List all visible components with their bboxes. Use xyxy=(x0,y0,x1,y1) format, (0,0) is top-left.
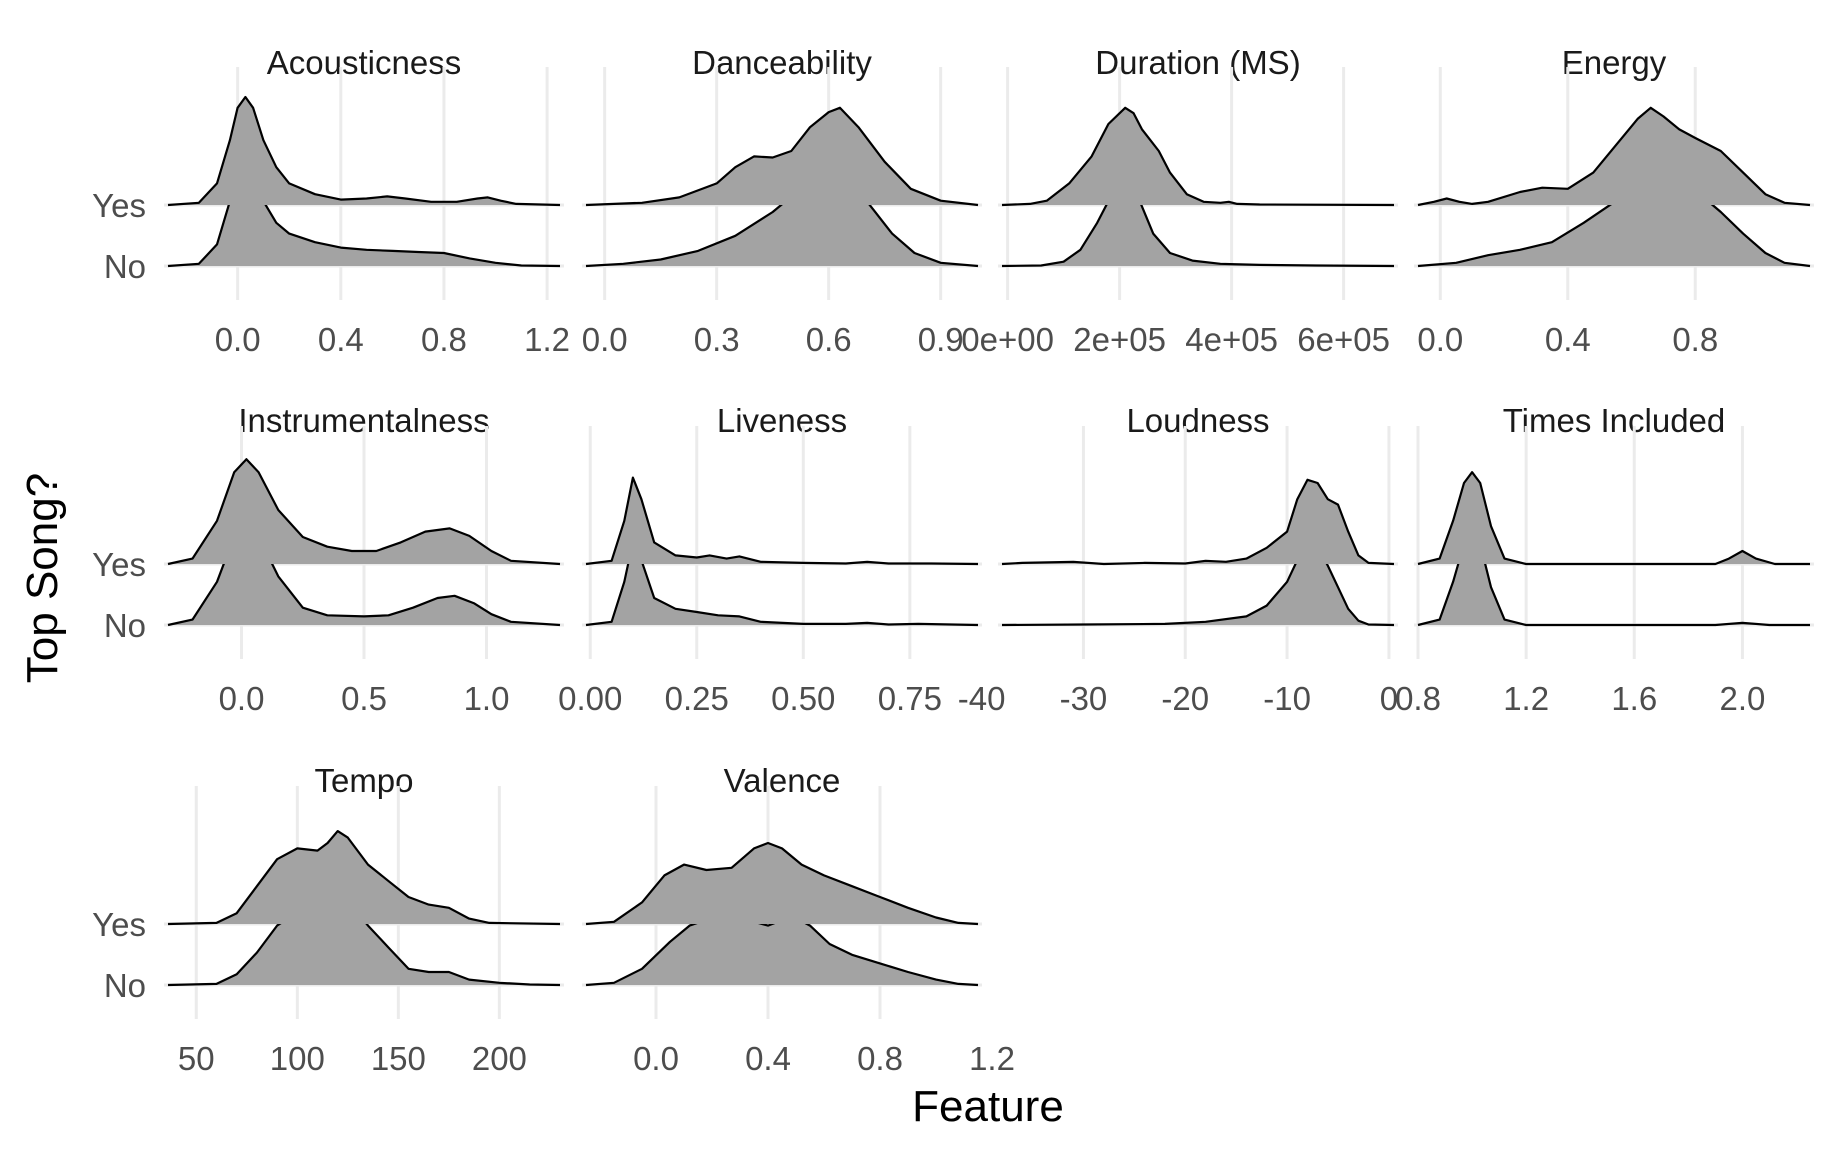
x-tick-label: 0.4 xyxy=(318,321,364,358)
y-tick-label: Yes xyxy=(92,906,146,943)
x-tick-label: 0.75 xyxy=(878,680,942,717)
x-tick-label: 0.0 xyxy=(633,1040,679,1077)
y-tick-label: Yes xyxy=(92,187,146,224)
ridge-area-yes xyxy=(1418,107,1810,205)
x-axis-title: Feature xyxy=(912,1082,1064,1131)
x-tick-label: -40 xyxy=(958,680,1006,717)
x-tick-label: 1.2 xyxy=(524,321,570,358)
facet-panel: Valence 0.0 0.4 0.8 1.2 xyxy=(582,762,1015,1077)
facet-title: Times Included xyxy=(1503,402,1726,439)
x-tick-label: 1.2 xyxy=(969,1040,1015,1077)
x-tick-label: 4e+05 xyxy=(1185,321,1278,358)
y-tick-label: Yes xyxy=(92,546,146,583)
x-tick-label: 0.0 xyxy=(215,321,261,358)
x-tick-label: -10 xyxy=(1263,680,1311,717)
ridge-area-yes xyxy=(1002,107,1394,205)
facet-title: Valence xyxy=(724,762,841,799)
x-tick-label: -30 xyxy=(1060,680,1108,717)
x-tick-label: 0.50 xyxy=(771,680,835,717)
ridge-line-no xyxy=(1417,528,1810,627)
facet-title: Danceability xyxy=(692,44,872,81)
y-tick-label: No xyxy=(104,248,146,285)
ridge-line-yes xyxy=(585,106,979,207)
ridge-area-no xyxy=(1002,177,1394,266)
x-tick-label: 200 xyxy=(472,1040,527,1077)
ridge-area-no xyxy=(168,161,560,266)
x-tick-label: 0e+00 xyxy=(961,321,1054,358)
x-tick-label: 0.0 xyxy=(582,321,628,358)
ridge-line-yes xyxy=(167,95,561,207)
x-tick-label: 0.0 xyxy=(1417,321,1463,358)
ridge-area-yes xyxy=(586,477,978,564)
ridge-area-no xyxy=(1418,186,1810,266)
facet-panel: Loudness -40 -30 -20 -10 0 xyxy=(958,402,1398,717)
ridge-line-yes xyxy=(1417,106,1811,207)
ridge-area-yes xyxy=(1002,479,1394,564)
ridge-area-no xyxy=(1002,547,1394,625)
x-tick-label: 0.25 xyxy=(665,680,729,717)
x-tick-label: 0.8 xyxy=(857,1040,903,1077)
x-tick-label: 0.00 xyxy=(558,680,622,717)
ridge-area-yes xyxy=(168,831,560,924)
ridge-line-yes xyxy=(167,458,561,566)
x-tick-label: 2e+05 xyxy=(1073,321,1166,358)
y-tick-label: No xyxy=(104,607,146,644)
ridge-line-yes xyxy=(585,841,979,926)
ridge-line-yes xyxy=(1417,471,1810,566)
y-tick-label: No xyxy=(104,967,146,1004)
x-tick-label: 6e+05 xyxy=(1297,321,1390,358)
facet-title: Acousticness xyxy=(267,44,461,81)
ridge-area-yes xyxy=(586,107,978,205)
facet-title: Duration (MS) xyxy=(1095,44,1300,81)
x-tick-label: 0.8 xyxy=(1672,321,1718,358)
x-tick-label: 0.5 xyxy=(341,680,387,717)
y-axis-title: Top Song? xyxy=(18,473,67,683)
ridge-area-yes xyxy=(168,97,560,205)
facet-panel: Times Included 0.8 1.2 1.6 2.0 xyxy=(1395,402,1814,717)
x-tick-label: 0.4 xyxy=(1545,321,1591,358)
ridge-line-yes xyxy=(1001,478,1395,566)
x-tick-label: 0.0 xyxy=(219,680,265,717)
x-tick-label: 1.2 xyxy=(1503,680,1549,717)
x-tick-label: -20 xyxy=(1161,680,1209,717)
x-tick-label: 100 xyxy=(270,1040,325,1077)
x-tick-label: 0 xyxy=(1380,680,1398,717)
x-tick-label: 50 xyxy=(178,1040,215,1077)
facet-title: Energy xyxy=(1562,44,1667,81)
facet-panel: Duration (MS) 0e+00 2e+05 4e+05 6e+05 xyxy=(961,44,1398,358)
x-tick-label: 150 xyxy=(371,1040,426,1077)
ridge-area-no xyxy=(586,541,978,625)
ridge-area-no xyxy=(586,176,978,266)
facet-panel: Acousticness 0.0 0.4 0.8 1.2 Yes No xyxy=(92,44,570,358)
facet-panel: Energy 0.0 0.4 0.8 xyxy=(1414,44,1814,358)
ridge-area-no xyxy=(586,918,978,985)
x-tick-label: 0.8 xyxy=(1395,680,1441,717)
ridge-area-no xyxy=(1418,530,1810,625)
ridge-area-yes xyxy=(1418,472,1810,564)
facet-title: Liveness xyxy=(717,402,847,439)
x-tick-label: 0.8 xyxy=(421,321,467,358)
x-tick-label: 0.6 xyxy=(806,321,852,358)
x-tick-label: 1.0 xyxy=(464,680,510,717)
facet-title: Loudness xyxy=(1126,402,1269,439)
ridge-area-yes xyxy=(168,459,560,564)
ridge-area-no xyxy=(168,892,560,985)
ridge-line-yes xyxy=(167,830,561,926)
facet-panel: Liveness 0.00 0.25 0.50 0.75 xyxy=(558,402,982,717)
ridge-area-yes xyxy=(586,843,978,924)
facet-panel: Danceability 0.0 0.3 0.6 0.9 xyxy=(582,44,982,358)
x-tick-label: 0.3 xyxy=(694,321,740,358)
x-tick-label: 2.0 xyxy=(1719,680,1765,717)
x-tick-label: 1.6 xyxy=(1611,680,1657,717)
ridge-line-yes xyxy=(1001,106,1395,207)
x-tick-label: 0.4 xyxy=(745,1040,791,1077)
x-tick-label: 0.9 xyxy=(918,321,964,358)
ridge-line-yes xyxy=(585,476,979,566)
